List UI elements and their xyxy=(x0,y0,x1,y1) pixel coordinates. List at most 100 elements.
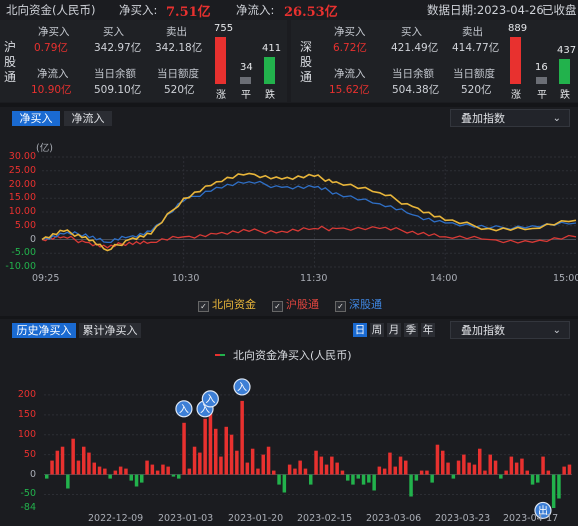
inflow-marker-icon[interactable]: 入 xyxy=(233,378,251,396)
tab-history-net-buy[interactable]: 历史净买入 xyxy=(12,323,76,338)
history-bar xyxy=(504,470,508,475)
history-bar xyxy=(155,470,160,475)
history-bar xyxy=(382,468,387,475)
market-status: 已收盘 xyxy=(542,3,577,17)
history-overlay-label: 叠加指数 xyxy=(461,324,505,337)
sh-sell-value: 342.18亿 xyxy=(155,42,203,54)
history-bar xyxy=(134,474,139,487)
history-bar xyxy=(567,464,572,475)
sh-quota-label: 当日额度 xyxy=(157,68,199,80)
history-bar xyxy=(60,446,65,475)
x-tick-label: 10:30 xyxy=(172,273,200,284)
history-x-axis: 2022-12-09 2023-01-03 2023-01-20 2023-02-15… xyxy=(0,512,578,526)
y-tick-label: -84 xyxy=(20,502,36,513)
history-bar xyxy=(425,470,429,475)
history-bar xyxy=(372,474,376,491)
legend-sz[interactable]: ✓ 深股通 xyxy=(335,296,382,312)
sh-sell-label: 卖出 xyxy=(166,26,187,38)
sh-down-count: 411 xyxy=(262,43,282,54)
history-bar xyxy=(129,474,133,481)
history-bar xyxy=(45,474,49,479)
history-bar xyxy=(414,474,419,481)
history-bar xyxy=(140,474,144,483)
net-inflow-value: 26.53亿 xyxy=(284,5,338,20)
y-tick-label: 25.00 xyxy=(8,164,36,176)
history-bar xyxy=(456,460,461,475)
history-grid xyxy=(44,394,572,495)
history-bar xyxy=(245,462,250,475)
history-bar xyxy=(124,468,128,475)
history-bar xyxy=(367,474,371,483)
sh-flat-bar xyxy=(240,77,251,84)
history-bar xyxy=(335,462,339,475)
tab-net-buy[interactable]: 净买入 xyxy=(12,111,60,126)
sz-buy-label: 买入 xyxy=(401,26,422,38)
history-bar xyxy=(488,454,492,475)
history-bar xyxy=(277,474,281,485)
y-tick-label: -10.00 xyxy=(5,261,36,272)
page-title: 北向资金(人民币) xyxy=(6,3,96,17)
tab-net-inflow[interactable]: 净流入 xyxy=(64,111,112,126)
history-bar xyxy=(536,474,540,483)
sh-down-label: 跌 xyxy=(265,90,275,101)
period-day[interactable]: 日 xyxy=(353,323,367,337)
line-series-north xyxy=(41,172,577,252)
x-tick-label: 2023-03-23 xyxy=(435,513,491,524)
history-bar xyxy=(451,474,456,479)
period-year[interactable]: 年 xyxy=(421,323,435,337)
history-bar xyxy=(346,474,350,481)
sz-side-label: 深股通 xyxy=(299,40,312,84)
history-bar xyxy=(404,460,408,475)
tab-cumulative-net-buy[interactable]: 累计净买入 xyxy=(79,323,141,338)
history-bar xyxy=(214,428,218,475)
checkbox-icon: ✓ xyxy=(272,301,283,312)
sz-balance-label: 当日余额 xyxy=(392,68,434,80)
legend-up-swatch xyxy=(215,354,220,356)
history-bar xyxy=(462,454,466,475)
sh-quota-value: 520亿 xyxy=(164,84,195,96)
outflow-marker-icon[interactable]: 出 xyxy=(534,501,552,520)
sh-up-count: 755 xyxy=(214,23,234,34)
net-inflow-label: 净流入: xyxy=(236,3,275,17)
history-bar xyxy=(229,434,234,475)
history-bar xyxy=(377,466,382,475)
x-tick-label: 2022-12-09 xyxy=(88,513,144,524)
overlay-index-dropdown[interactable]: 叠加指数 ⌄ xyxy=(450,109,570,127)
data-date: 数据日期:2023-04-26 xyxy=(427,3,544,17)
y-tick-label: 200 xyxy=(17,388,36,400)
sh-balance-label: 当日余额 xyxy=(94,68,136,80)
history-bar xyxy=(435,444,440,475)
history-bar xyxy=(340,470,345,475)
history-bar xyxy=(509,456,514,475)
history-bar xyxy=(50,460,54,475)
history-bar xyxy=(562,466,566,475)
checkbox-icon: ✓ xyxy=(198,301,209,312)
period-week[interactable]: 周 xyxy=(370,323,384,337)
inflow-marker-icon[interactable]: 入 xyxy=(175,400,193,418)
inflow-marker-icon[interactable]: 入 xyxy=(201,390,219,408)
history-overlay-dropdown[interactable]: 叠加指数 ⌄ xyxy=(450,321,570,339)
sz-net-buy-value: 6.72亿 xyxy=(333,42,367,54)
svg-text:入: 入 xyxy=(237,382,247,393)
history-bar xyxy=(409,474,413,497)
y-tick-label: 0 xyxy=(29,468,36,480)
legend-north[interactable]: ✓ 北向资金 xyxy=(198,296,256,312)
sz-flat-label: 平 xyxy=(537,90,547,101)
history-bar xyxy=(203,418,207,475)
sh-flat-label: 平 xyxy=(241,90,251,101)
history-bar xyxy=(187,468,192,475)
legend-sh[interactable]: ✓ 沪股通 xyxy=(272,296,319,312)
history-bar xyxy=(541,456,545,475)
net-buy-label: 净买入: xyxy=(119,3,158,17)
history-bar xyxy=(71,438,75,475)
period-month[interactable]: 月 xyxy=(387,323,401,337)
intraday-x-axis: 09:25 10:30 11:30 14:00 15:00 xyxy=(0,272,578,286)
history-bar xyxy=(87,452,91,475)
history-bar xyxy=(361,474,366,485)
history-bars xyxy=(45,400,572,508)
x-tick-label: 2023-01-20 xyxy=(228,513,284,524)
period-quarter[interactable]: 季 xyxy=(404,323,418,337)
history-bar xyxy=(266,446,271,475)
x-tick-label: 15:00 xyxy=(553,273,578,284)
sh-net-buy-value: 0.79亿 xyxy=(34,42,68,54)
